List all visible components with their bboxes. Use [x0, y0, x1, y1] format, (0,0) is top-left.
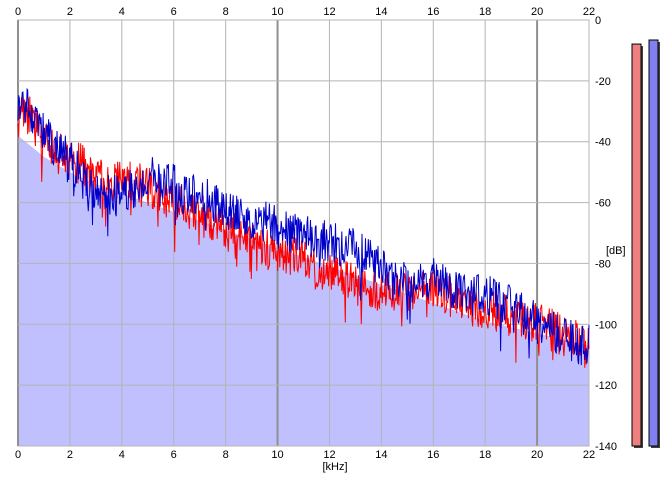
- x-tick-label-top: 20: [531, 6, 543, 18]
- y-tick-label: -100: [595, 319, 617, 331]
- y-tick-label: -60: [595, 198, 611, 210]
- x-tick-label-top: 8: [223, 6, 229, 18]
- x-tick-label-top: 22: [583, 6, 595, 18]
- y-tick-label: -140: [595, 441, 617, 453]
- x-tick-label: 14: [375, 449, 387, 461]
- y-tick-label: -40: [595, 137, 611, 149]
- x-tick-label-top: 10: [271, 6, 283, 18]
- y-tick-label: -80: [595, 258, 611, 270]
- spectrum-area: [18, 135, 589, 446]
- x-tick-label: 10: [271, 449, 283, 461]
- x-tick-label: 2: [67, 449, 73, 461]
- x-tick-label: 20: [531, 449, 543, 461]
- level-meter-1: [631, 43, 642, 447]
- x-tick-label-top: 14: [375, 6, 387, 18]
- x-tick-label: 18: [479, 449, 491, 461]
- x-tick-label-top: 12: [323, 6, 335, 18]
- x-tick-label-top: 2: [67, 6, 73, 18]
- x-tick-label-top: 18: [479, 6, 491, 18]
- y-tick-label: -20: [595, 76, 611, 88]
- x-tick-label: 16: [427, 449, 439, 461]
- x-tick-label: 6: [171, 449, 177, 461]
- x-tick-label: 12: [323, 449, 335, 461]
- y-tick-label: 0: [595, 15, 601, 27]
- x-axis-label: [kHz]: [322, 461, 347, 473]
- x-tick-label: 0: [15, 449, 21, 461]
- x-tick-label-top: 4: [119, 6, 125, 18]
- y-tick-label: -120: [595, 380, 617, 392]
- x-tick-label: 4: [119, 449, 125, 461]
- x-tick-label: 22: [583, 449, 595, 461]
- x-tick-label-top: 0: [15, 6, 21, 18]
- x-tick-label: 8: [223, 449, 229, 461]
- x-tick-label-top: 16: [427, 6, 439, 18]
- x-tick-label-top: 6: [171, 6, 177, 18]
- y-axis-label: [dB]: [606, 245, 626, 257]
- series-line-2: [17, 87, 590, 366]
- level-meter-2: [648, 39, 659, 447]
- series-line-1: [17, 93, 590, 368]
